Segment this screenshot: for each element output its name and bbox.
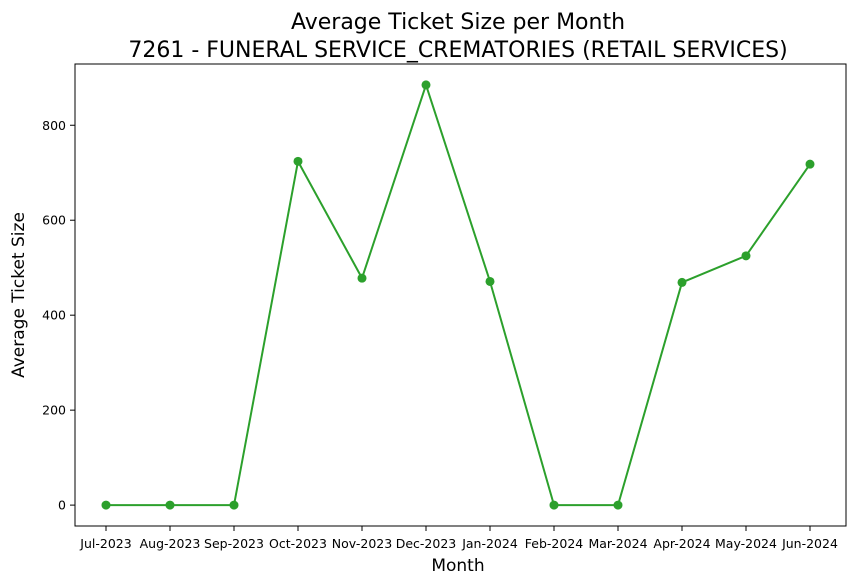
y-tick-label: 400 xyxy=(42,308,66,323)
x-tick-label: Jan-2024 xyxy=(461,536,518,551)
data-point xyxy=(165,500,175,510)
y-tick-label: 800 xyxy=(42,118,66,133)
y-tick-label: 600 xyxy=(42,213,66,228)
data-point xyxy=(357,273,367,283)
x-tick-label: May-2024 xyxy=(715,536,777,551)
series-layer xyxy=(101,80,815,510)
data-point xyxy=(421,80,431,90)
x-tick-label: Oct-2023 xyxy=(269,536,327,551)
chart-title: Average Ticket Size per Month xyxy=(291,10,625,35)
x-axis-ticks: Jul-2023 Aug-2023 Sep-2023 Oct-2023 Nov-2023… xyxy=(79,526,838,551)
x-axis-label: Month xyxy=(431,556,484,576)
x-tick-label: Jun-2024 xyxy=(781,536,838,551)
data-point xyxy=(805,159,815,169)
data-point xyxy=(677,277,687,287)
x-tick-label: Dec-2023 xyxy=(396,536,457,551)
y-tick-label: 200 xyxy=(42,403,66,418)
x-tick-label: Mar-2024 xyxy=(588,536,647,551)
data-point xyxy=(549,500,559,510)
y-axis-ticks: 0 200 400 600 800 xyxy=(42,118,75,513)
data-point xyxy=(293,156,303,166)
x-tick-label: Jul-2023 xyxy=(79,536,131,551)
data-point xyxy=(485,276,495,286)
x-tick-label: Aug-2023 xyxy=(140,536,201,551)
x-tick-label: Nov-2023 xyxy=(332,536,392,551)
y-axis-label: Average Ticket Size xyxy=(9,212,29,378)
data-point xyxy=(229,500,239,510)
data-point xyxy=(101,500,111,510)
data-point xyxy=(741,251,751,261)
x-tick-label: Sep-2023 xyxy=(204,536,264,551)
y-tick-label: 0 xyxy=(58,498,66,513)
x-tick-label: Feb-2024 xyxy=(525,536,584,551)
data-point xyxy=(613,500,623,510)
chart-subtitle: 7261 - FUNERAL SERVICE_CREMATORIES (RETA… xyxy=(128,38,787,63)
plot-area-frame xyxy=(74,63,847,527)
series-line xyxy=(106,83,811,507)
x-tick-label: Apr-2024 xyxy=(653,536,710,551)
